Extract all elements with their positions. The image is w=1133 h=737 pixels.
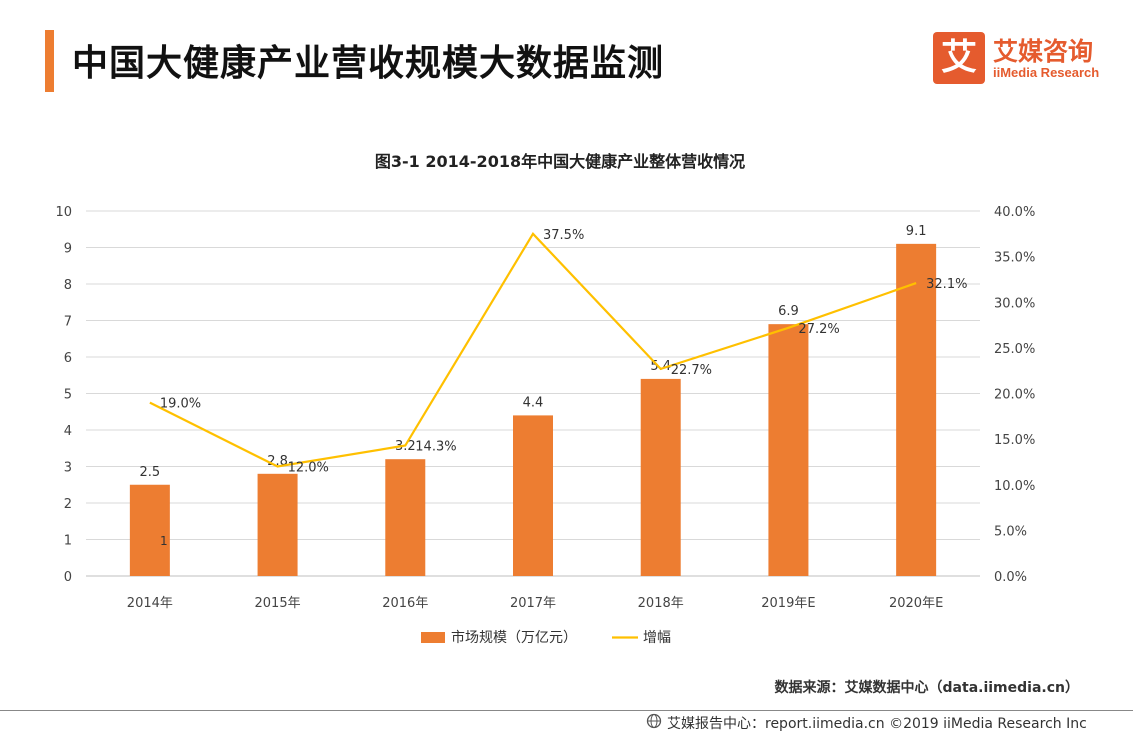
logo-chinese-name: 艾媒咨询 bbox=[993, 37, 1094, 66]
line-series bbox=[149, 232, 917, 468]
x-tick-label: 2019年E bbox=[761, 596, 815, 611]
left-tick-label: 1 bbox=[64, 534, 72, 549]
footer-report-center: 艾媒报告中心：report.iimedia.cn ©2019 iiMedia R… bbox=[667, 716, 1087, 732]
x-tick-label: 2018年 bbox=[638, 596, 684, 611]
bar-value-label: 4.4 bbox=[523, 395, 544, 410]
legend-bar-swatch bbox=[421, 632, 445, 643]
right-tick-label: 40.0% bbox=[994, 205, 1035, 220]
footer-divider bbox=[0, 710, 1133, 711]
x-axis: 2014年 2015年 2016年 2017年 2018年 2019年E 2020年E bbox=[127, 596, 943, 611]
bar bbox=[129, 484, 170, 576]
bar-value-label: 9.1 bbox=[906, 224, 927, 239]
right-tick-label: 10.0% bbox=[994, 479, 1035, 494]
line-value-label: 14.3% bbox=[415, 440, 456, 455]
line-value-labels: 19.0% 12.0% 14.3% 37.5% 22.7% 27.2% 32.1% bbox=[160, 228, 968, 476]
bar bbox=[896, 243, 937, 576]
bar bbox=[513, 415, 553, 576]
x-tick-label: 2020年E bbox=[889, 596, 943, 611]
x-tick-label: 2014年 bbox=[127, 596, 173, 611]
left-tick-label: 0 bbox=[64, 570, 72, 585]
data-source-note: 数据来源：艾媒数据中心（data.iimedia.cn） bbox=[774, 680, 1079, 696]
x-tick-label: 2015年 bbox=[255, 596, 301, 611]
chart-title: 图3-1 2014-2018年中国大健康产业整体营收情况 bbox=[375, 152, 745, 171]
left-tick-label: 7 bbox=[64, 315, 72, 330]
page-title: 中国大健康产业营收规模大数据监测 bbox=[72, 43, 665, 84]
left-tick-label: 9 bbox=[64, 242, 72, 257]
bar-series bbox=[129, 243, 937, 576]
title-accent-bar bbox=[45, 30, 54, 92]
left-tick-label: 2 bbox=[64, 497, 72, 512]
right-tick-label: 30.0% bbox=[994, 296, 1035, 311]
iimedia-logo: 艾 艾媒咨询 iiMedia Research bbox=[933, 32, 1123, 86]
right-tick-label: 15.0% bbox=[994, 433, 1035, 448]
right-tick-label: 35.0% bbox=[994, 251, 1035, 266]
line-value-label: 37.5% bbox=[543, 228, 584, 243]
right-tick-label: 5.0% bbox=[994, 524, 1027, 539]
left-tick-label: 3 bbox=[64, 461, 72, 476]
left-tick-label: 4 bbox=[64, 424, 72, 439]
bar-value-label: 2.5 bbox=[140, 465, 161, 480]
right-tick-label: 20.0% bbox=[994, 388, 1035, 403]
bar-value-label: 3.2 bbox=[395, 439, 416, 454]
line-value-label: 27.2% bbox=[798, 322, 839, 337]
left-tick-label: 6 bbox=[64, 351, 72, 366]
line-value-label: 22.7% bbox=[671, 363, 712, 378]
x-tick-label: 2017年 bbox=[510, 596, 556, 611]
right-tick-label: 25.0% bbox=[994, 342, 1035, 357]
left-tick-label: 8 bbox=[64, 278, 72, 293]
right-axis: 0.0% 5.0% 10.0% 15.0% 20.0% 25.0% 30.0% 35.0% 40… bbox=[994, 205, 1035, 585]
chart-legend: 市场规模（万亿元） 增幅 bbox=[421, 629, 671, 646]
line-value-label: 19.0% bbox=[160, 397, 201, 412]
legend-line-label: 增幅 bbox=[643, 630, 671, 646]
bar-value-label: 6.9 bbox=[778, 304, 799, 319]
logo-english-name: iiMedia Research bbox=[993, 65, 1100, 80]
bar-value-labels: 2.52.83.24.45.46.99.11 bbox=[140, 224, 927, 548]
logo-mark-icon: 艾 bbox=[933, 32, 985, 84]
line-value-label: 12.0% bbox=[288, 461, 329, 476]
growth-line bbox=[149, 232, 917, 468]
right-tick-label: 0.0% bbox=[994, 570, 1027, 585]
x-tick-label: 2016年 bbox=[382, 596, 428, 611]
globe-icon bbox=[646, 713, 662, 729]
stray-label: 1 bbox=[160, 534, 168, 548]
bar bbox=[257, 473, 298, 576]
left-axis: 0 1 2 3 4 5 6 7 8 9 10 bbox=[55, 205, 72, 585]
legend-bar-label: 市场规模（万亿元） bbox=[451, 629, 577, 646]
bar bbox=[385, 459, 426, 576]
bar bbox=[768, 324, 809, 576]
bar bbox=[640, 378, 681, 576]
line-value-label: 32.1% bbox=[926, 277, 967, 292]
left-tick-label: 5 bbox=[64, 388, 72, 403]
left-tick-label: 10 bbox=[55, 205, 72, 220]
